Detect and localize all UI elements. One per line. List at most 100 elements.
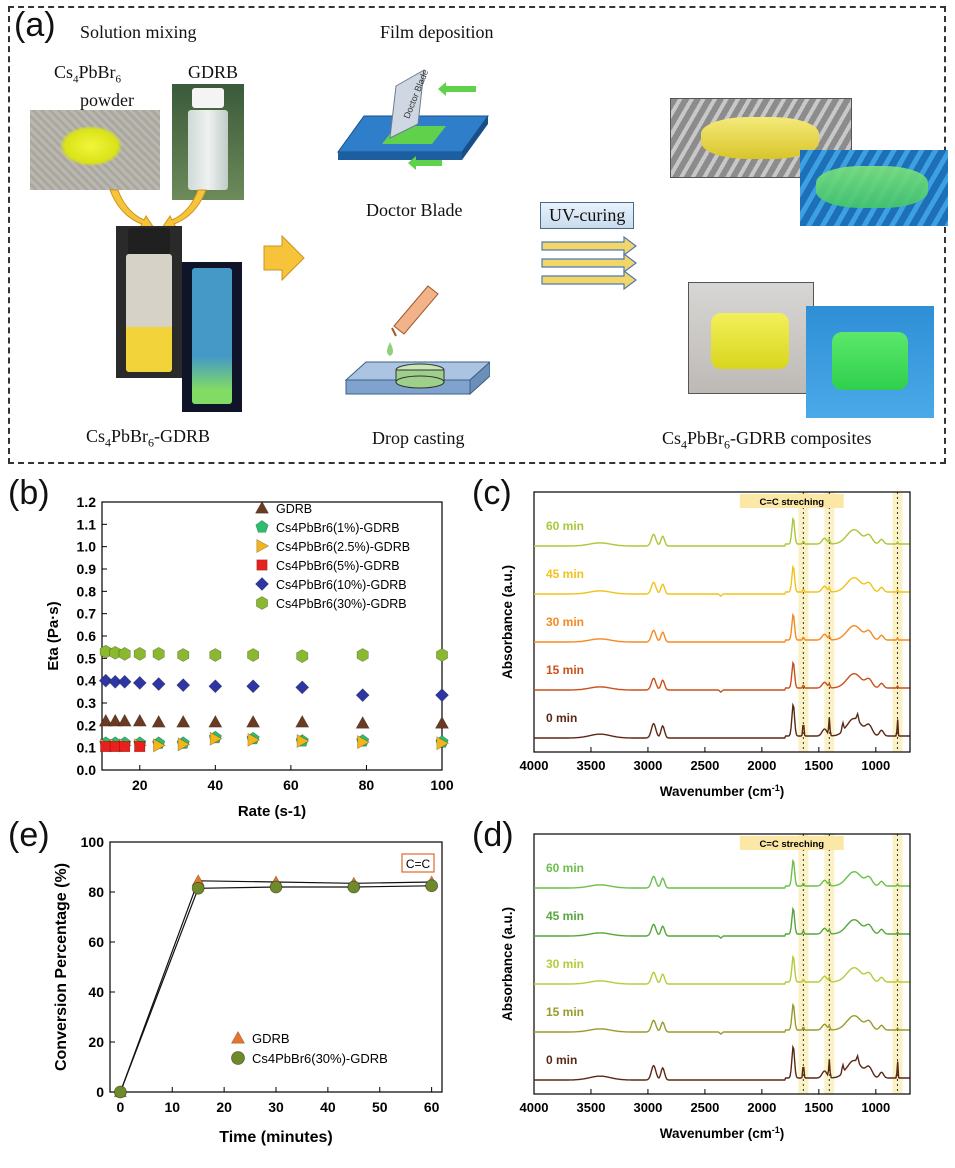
data-point	[191, 881, 205, 895]
data-point	[208, 679, 223, 694]
data-point	[434, 715, 450, 729]
x-tick-label: 80	[359, 777, 375, 793]
disk-photo-ambient	[688, 282, 814, 394]
data-point	[269, 880, 283, 894]
x-tick-label: 30	[268, 1099, 284, 1115]
y-axis-label: Conversion Percentage (%)	[53, 863, 70, 1071]
x-tick-label: 60	[283, 777, 299, 793]
annotation-box	[739, 836, 844, 850]
plot-frame	[533, 833, 911, 1095]
data-point	[134, 741, 146, 753]
data-point	[246, 679, 261, 694]
data-point	[109, 645, 122, 660]
spectrum-line	[534, 858, 910, 889]
data-point	[153, 738, 166, 753]
y-tick-label: 60	[88, 934, 104, 950]
y-tick-label: 20	[88, 1034, 104, 1050]
flow-arrow	[263, 234, 305, 282]
spectrum-line	[534, 660, 910, 694]
film-deposition-title: Film deposition	[380, 22, 494, 42]
data-point	[119, 741, 131, 753]
powder-photo	[30, 110, 160, 190]
legend-marker	[255, 577, 269, 591]
data-point	[132, 713, 147, 727]
disk-photo-uv	[806, 306, 934, 418]
series-label: 0 min	[546, 711, 577, 725]
legend-marker	[231, 1051, 245, 1065]
y-tick-label: 0.1	[77, 740, 97, 756]
merge-arrows	[109, 189, 207, 231]
legend-label: Cs4PbBr6(2.5%)-GDRB	[276, 540, 410, 554]
annotation-text: C=C streching	[759, 497, 824, 508]
y-tick-label: 0.3	[77, 695, 97, 711]
legend-marker	[256, 559, 268, 571]
x-tick-label: 1000	[861, 1100, 890, 1115]
y-axis-label: Absorbance (a.u.)	[500, 907, 515, 1021]
y-tick-label: 0	[96, 1084, 104, 1100]
data-point	[151, 714, 166, 728]
film-photo-uv	[800, 150, 948, 226]
x-tick-label: 3000	[633, 1100, 662, 1115]
powder-label: Cs4PbBr6 powder	[54, 62, 134, 110]
x-tick-label: 1500	[804, 758, 833, 773]
x-tick-label: 3000	[633, 758, 662, 773]
x-tick-label: 0	[116, 1099, 124, 1115]
legend-label: GDRB	[276, 502, 312, 516]
solution-mixing-title: Solution mixing	[80, 22, 197, 42]
data-point	[100, 741, 112, 753]
mixture-caption: Cs4PbBr6-GDRB	[86, 426, 211, 450]
fluorescent-vial-photo	[182, 262, 242, 412]
y-tick-label: 1.0	[77, 539, 97, 555]
y-axis-label: Absorbance (a.u.)	[500, 565, 515, 679]
x-axis-label: Wavenumber (cm-1)	[660, 783, 785, 799]
data-point	[296, 733, 310, 748]
ftir-chart-c: C=C streching 60 min 45 min 30 min 15 min 0 m…	[500, 491, 911, 799]
series-label: 0 min	[546, 1053, 577, 1067]
data-point	[117, 713, 132, 727]
annotation-box	[739, 494, 844, 508]
data-point	[209, 731, 223, 746]
y-tick-label: 0.2	[77, 717, 97, 733]
data-point	[108, 674, 123, 689]
x-axis-label-sup: -1	[772, 1125, 780, 1135]
data-point	[436, 648, 448, 662]
x-axis-label-end: )	[780, 784, 785, 799]
spectrum-line	[534, 612, 910, 643]
spectrum-line	[534, 702, 910, 739]
data-point	[435, 688, 449, 703]
data-point	[98, 713, 113, 727]
x-tick-label: 3500	[577, 758, 606, 773]
x-tick-label: 2500	[690, 758, 719, 773]
legend-marker	[256, 596, 268, 610]
data-point	[347, 880, 361, 894]
data-point	[176, 714, 191, 728]
panel-label-a: (a)	[14, 6, 56, 44]
data-point	[177, 737, 191, 752]
data-point	[208, 714, 223, 728]
data-point	[133, 647, 146, 661]
spectrum-line	[534, 906, 910, 940]
x-axis-label: Time (minutes)	[219, 1129, 333, 1146]
uv-light-arrows	[541, 236, 637, 291]
ftir-chart-d: C=C streching 60 min 45 min 30 min 15 min 0 m…	[500, 833, 911, 1141]
annotation-text: C=C	[406, 857, 431, 871]
data-point	[247, 732, 261, 747]
gdrb-vial-label: GDRB	[188, 62, 239, 82]
data-point	[355, 688, 370, 703]
data-point	[132, 675, 147, 690]
y-tick-label: 0.0	[77, 762, 97, 778]
data-point	[109, 741, 121, 753]
legend-marker	[255, 520, 269, 533]
data-point	[436, 736, 450, 751]
annotation-text: C=C streching	[759, 839, 824, 850]
x-axis-label-sup: -1	[772, 783, 780, 793]
legend-label: Cs4PbBr6(30%)-GDRB	[252, 1051, 388, 1066]
legend-marker	[254, 500, 270, 514]
plot-frame	[533, 491, 911, 753]
composites-caption: Cs4PbBr6-GDRB composites	[662, 428, 872, 452]
data-point	[295, 680, 310, 695]
x-tick-label: 1500	[804, 1100, 833, 1115]
legend-label: Cs4PbBr6(10%)-GDRB	[276, 578, 407, 592]
y-tick-label: 1.1	[77, 516, 97, 532]
doctor-blade-illustration: Doctor Blade	[337, 68, 489, 170]
